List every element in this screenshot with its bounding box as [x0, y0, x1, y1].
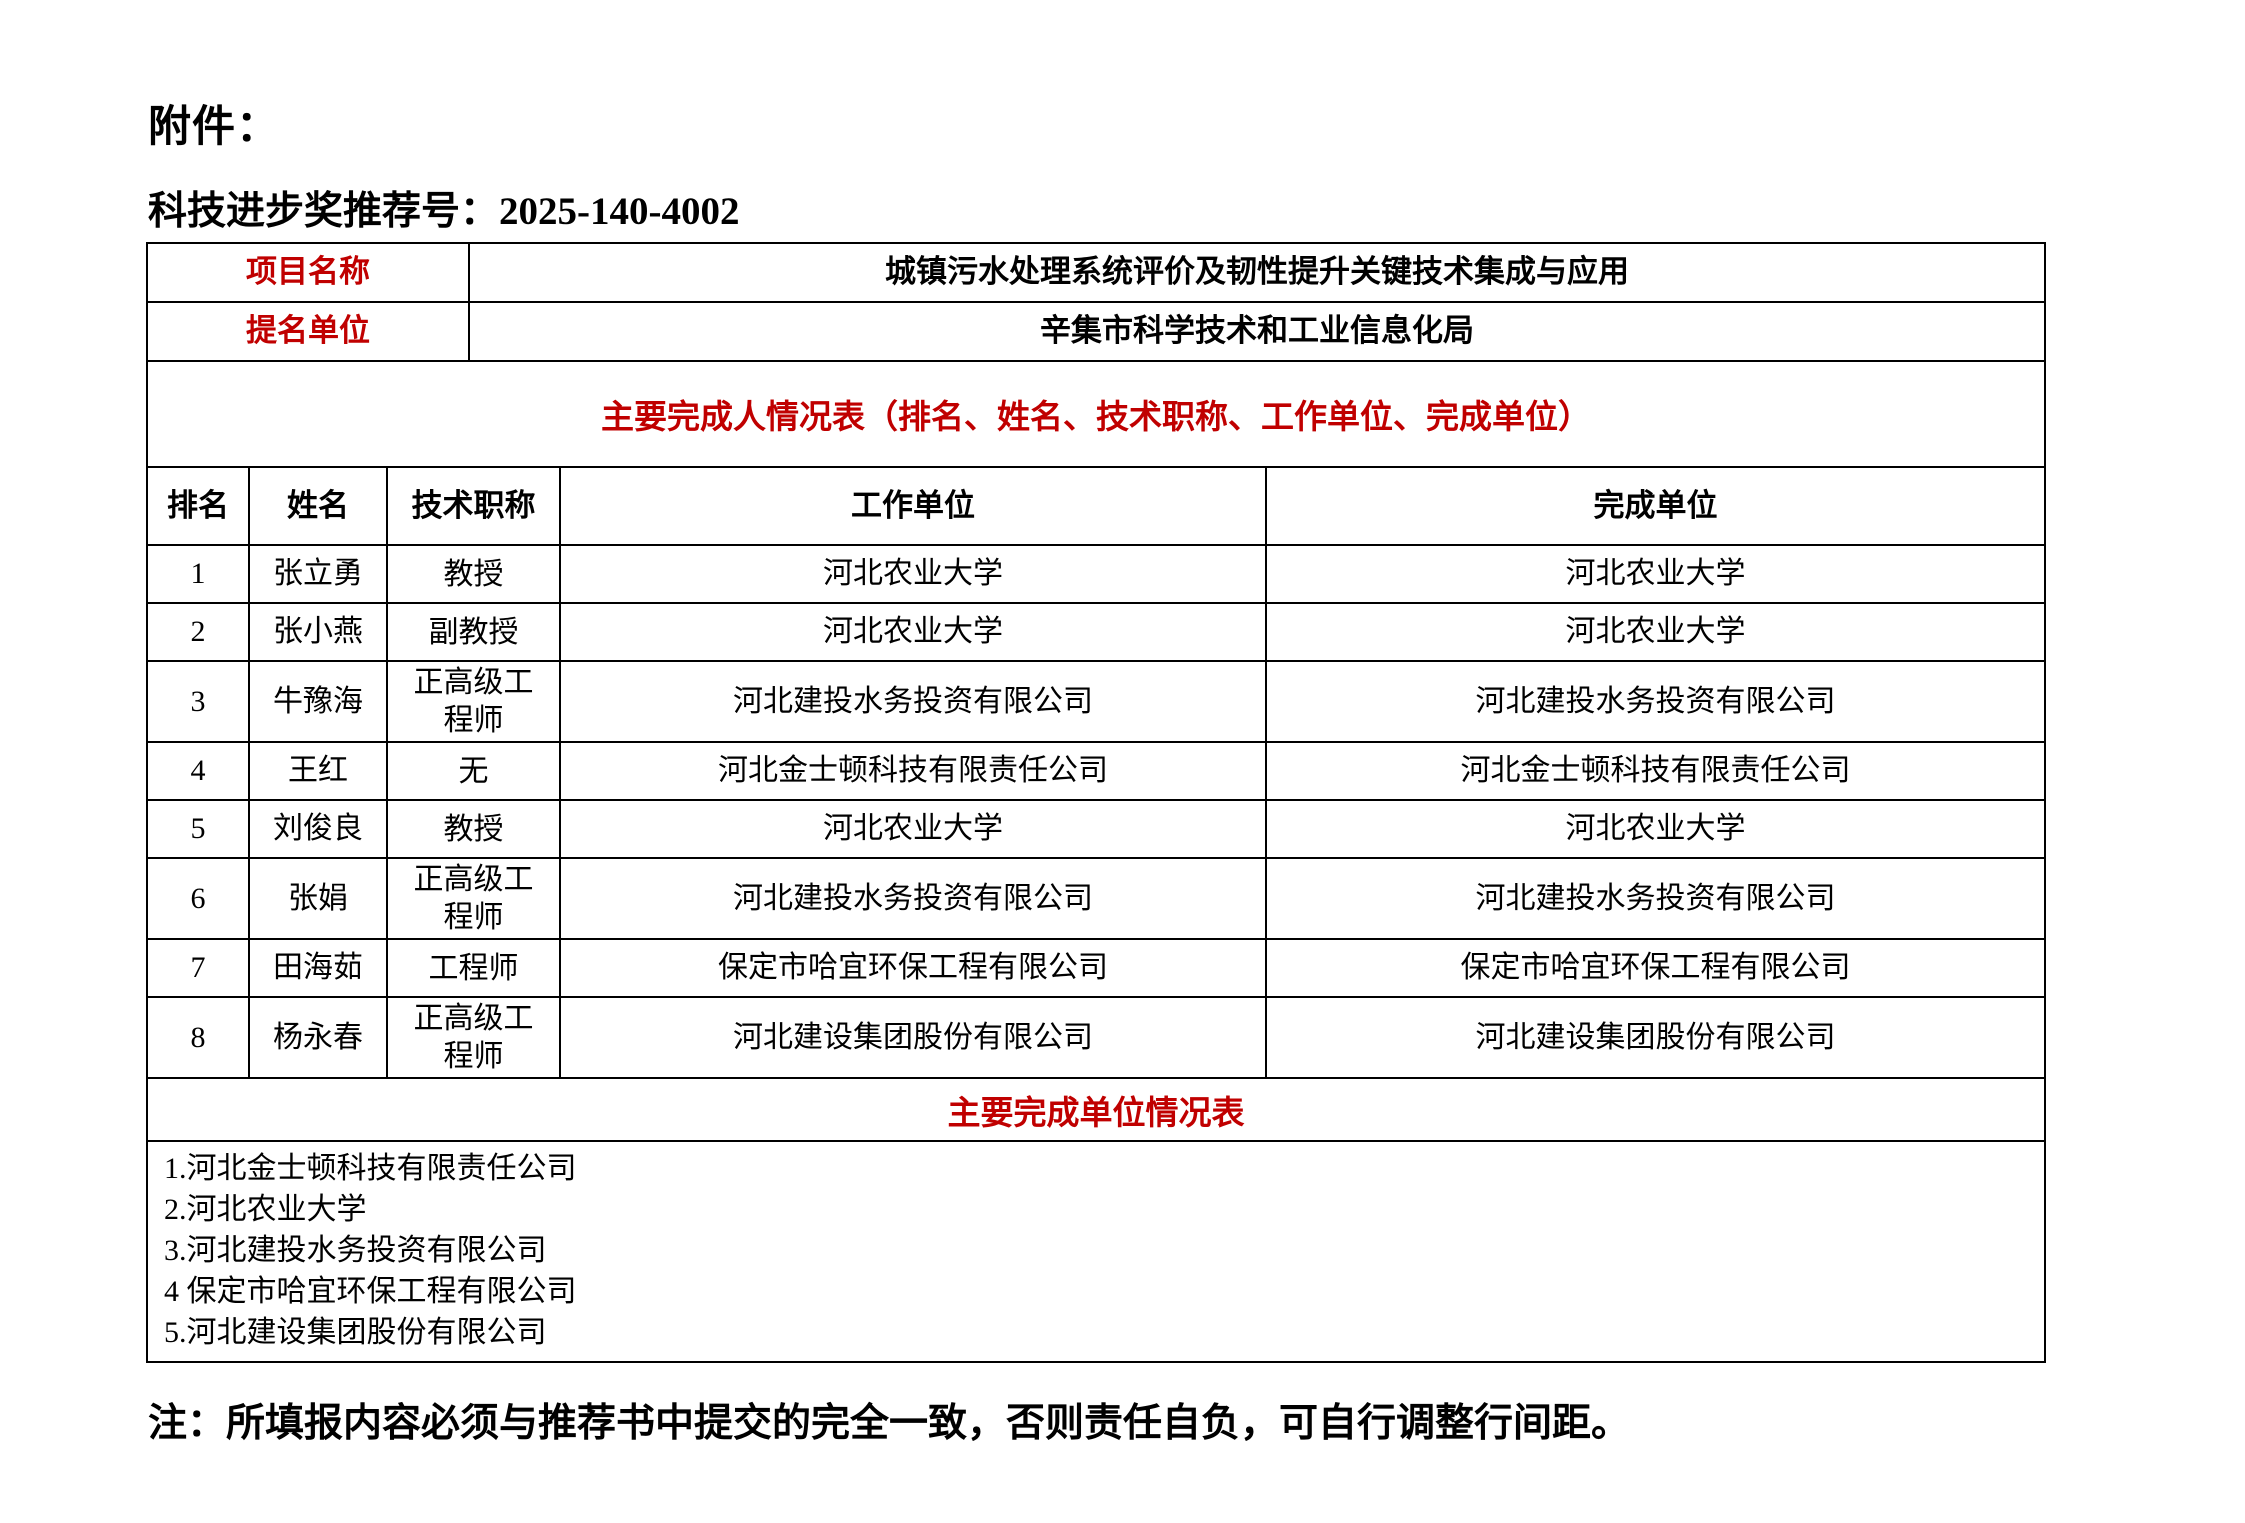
title-cell: 无 [386, 741, 561, 801]
name-cell: 张立勇 [248, 544, 388, 604]
unit-list-item: 4 保定市哈宜环保工程有限公司 [164, 1275, 577, 1308]
recommendation-number-line: 科技进步奖推荐号：2025-140-4002 [148, 180, 740, 236]
completer-row: 4 王红 无 河北金士顿科技有限责任公司 河北金士顿科技有限责任公司 [146, 741, 2046, 801]
rank-cell: 5 [146, 799, 250, 859]
completers-header-row: 排名 姓名 技术职称 工作单位 完成单位 [146, 466, 2046, 546]
completer-row: 2 张小燕 副教授 河北农业大学 河北农业大学 [146, 602, 2046, 662]
rank-cell: 3 [146, 660, 250, 743]
work-unit-cell: 河北建设集团股份有限公司 [559, 996, 1267, 1079]
name-cell: 张小燕 [248, 602, 388, 662]
unit-list-item: 3.河北建投水务投资有限公司 [164, 1234, 547, 1267]
col-header-rank: 排名 [146, 466, 250, 546]
project-name-value: 城镇污水处理系统评价及韧性提升关键技术集成与应用 [468, 242, 2046, 303]
col-header-work-unit: 工作单位 [559, 466, 1267, 546]
completers-table: 排名 姓名 技术职称 工作单位 完成单位 1 张立勇 教授 河北农业大学 河北农… [146, 466, 2046, 1079]
nominating-unit-row: 提名单位 辛集市科学技术和工业信息化局 [146, 301, 2046, 362]
name-cell: 牛豫海 [248, 660, 388, 743]
unit-list-item: 1.河北金士顿科技有限责任公司 [164, 1152, 577, 1185]
title-cell: 正高级工程师 [386, 857, 561, 940]
recommendation-label: 科技进步奖推荐号： [148, 190, 500, 233]
name-cell: 刘俊良 [248, 799, 388, 859]
rank-cell: 4 [146, 741, 250, 801]
completer-row: 5 刘俊良 教授 河北农业大学 河北农业大学 [146, 799, 2046, 859]
title-cell: 正高级工程师 [386, 660, 561, 743]
work-unit-cell: 河北农业大学 [559, 544, 1267, 604]
completion-unit-cell: 河北农业大学 [1265, 544, 2046, 604]
work-unit-cell: 河北建投水务投资有限公司 [559, 660, 1267, 743]
name-cell: 田海茹 [248, 938, 388, 998]
col-header-title: 技术职称 [386, 466, 561, 546]
name-cell: 杨永春 [248, 996, 388, 1079]
work-unit-cell: 河北农业大学 [559, 602, 1267, 662]
work-unit-cell: 保定市哈宜环保工程有限公司 [559, 938, 1267, 998]
nominating-unit-label: 提名单位 [146, 301, 470, 362]
completer-row: 3 牛豫海 正高级工程师 河北建投水务投资有限公司 河北建投水务投资有限公司 [146, 660, 2046, 743]
title-cell: 正高级工程师 [386, 996, 561, 1079]
title-cell: 教授 [386, 544, 561, 604]
title-cell: 副教授 [386, 602, 561, 662]
work-unit-cell: 河北金士顿科技有限责任公司 [559, 741, 1267, 801]
project-name-label: 项目名称 [146, 242, 470, 303]
completion-unit-cell: 保定市哈宜环保工程有限公司 [1265, 938, 2046, 998]
completer-row: 6 张娟 正高级工程师 河北建投水务投资有限公司 河北建投水务投资有限公司 [146, 857, 2046, 940]
attachment-label: 附件： [148, 104, 280, 151]
name-cell: 王红 [248, 741, 388, 801]
completer-row: 1 张立勇 教授 河北农业大学 河北农业大学 [146, 544, 2046, 604]
col-header-name: 姓名 [248, 466, 388, 546]
completer-row: 7 田海茹 工程师 保定市哈宜环保工程有限公司 保定市哈宜环保工程有限公司 [146, 938, 2046, 998]
recommendation-number: 2025-140-4002 [499, 190, 740, 233]
completer-row: 8 杨永春 正高级工程师 河北建设集团股份有限公司 河北建设集团股份有限公司 [146, 996, 2046, 1079]
work-unit-cell: 河北农业大学 [559, 799, 1267, 859]
rank-cell: 7 [146, 938, 250, 998]
award-form: 项目名称 城镇污水处理系统评价及韧性提升关键技术集成与应用 提名单位 辛集市科学… [146, 242, 2046, 1363]
rank-cell: 1 [146, 544, 250, 604]
completion-unit-cell: 河北建投水务投资有限公司 [1265, 857, 2046, 940]
completion-unit-cell: 河北农业大学 [1265, 799, 2046, 859]
completion-unit-cell: 河北农业大学 [1265, 602, 2046, 662]
nominating-unit-value: 辛集市科学技术和工业信息化局 [468, 301, 2046, 362]
completion-unit-cell: 河北金士顿科技有限责任公司 [1265, 741, 2046, 801]
work-unit-cell: 河北建投水务投资有限公司 [559, 857, 1267, 940]
unit-list-item: 2.河北农业大学 [164, 1193, 367, 1226]
title-cell: 教授 [386, 799, 561, 859]
completion-unit-cell: 河北建投水务投资有限公司 [1265, 660, 2046, 743]
unit-list-item: 5.河北建设集团股份有限公司 [164, 1316, 547, 1349]
project-info-table: 项目名称 城镇污水处理系统评价及韧性提升关键技术集成与应用 提名单位 辛集市科学… [146, 242, 2046, 362]
col-header-completion-unit: 完成单位 [1265, 466, 2046, 546]
completers-table-title: 主要完成人情况表（排名、姓名、技术职称、工作单位、完成单位） [146, 362, 2046, 466]
rank-cell: 6 [146, 857, 250, 940]
rank-cell: 2 [146, 602, 250, 662]
unit-table-title: 主要完成单位情况表 [146, 1079, 2046, 1142]
name-cell: 张娟 [248, 857, 388, 940]
rank-cell: 8 [146, 996, 250, 1079]
project-name-row: 项目名称 城镇污水处理系统评价及韧性提升关键技术集成与应用 [146, 242, 2046, 303]
title-cell: 工程师 [386, 938, 561, 998]
completion-units-list: 1.河北金士顿科技有限责任公司 2.河北农业大学 3.河北建投水务投资有限公司 4 保… [146, 1142, 2046, 1363]
completion-unit-cell: 河北建设集团股份有限公司 [1265, 996, 2046, 1079]
footer-note: 注：所填报内容必须与推荐书中提交的完全一致，否则责任自负，可自行调整行间距。 [148, 1402, 1631, 1445]
